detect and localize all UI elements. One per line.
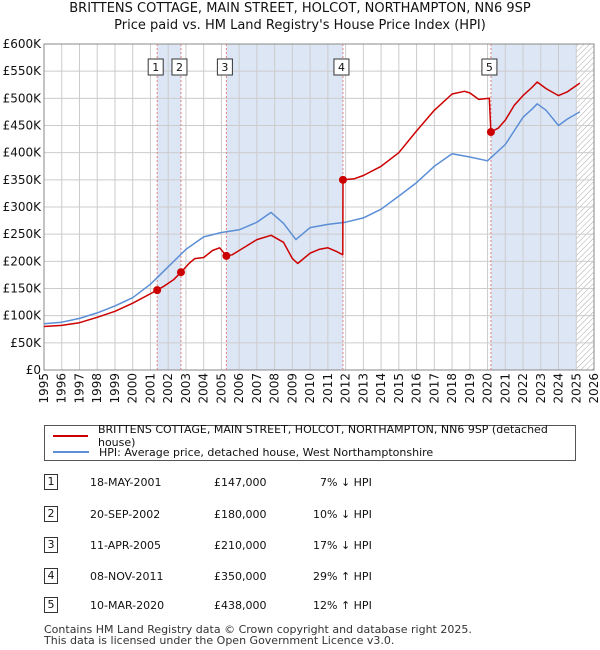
y-tick-label: £50K — [10, 336, 42, 350]
transaction-hpi-delta: 7% ↓ HPI — [320, 476, 372, 489]
x-tick-label: 2014 — [374, 373, 388, 404]
sale-number-box — [216, 58, 233, 76]
x-tick-label: 2007 — [250, 373, 264, 404]
x-tick-label: 2015 — [392, 373, 406, 404]
x-tick-label: 2008 — [268, 373, 282, 404]
x-tick-label: 2026 — [587, 373, 600, 404]
transaction-number: 4 — [44, 568, 58, 584]
sale-number-box — [333, 58, 350, 76]
sale-number-label: 2 — [176, 61, 183, 74]
transaction-price: £438,000 — [214, 599, 267, 612]
x-tick-label: 2022 — [516, 373, 530, 404]
transaction-date: 11-APR-2005 — [90, 539, 162, 552]
x-tick-label: 2003 — [179, 373, 193, 404]
y-tick-label: £600K — [3, 37, 43, 51]
y-tick-label: £0 — [26, 363, 41, 377]
y-tick-label: £550K — [3, 64, 43, 78]
transaction-hpi-delta: 17% ↓ HPI — [313, 539, 372, 552]
y-tick-label: £500K — [3, 91, 43, 105]
sale-point — [153, 286, 162, 295]
x-tick-label: 2018 — [445, 373, 459, 404]
transaction-price: £180,000 — [214, 508, 267, 521]
x-tick-label: 2021 — [498, 373, 512, 404]
x-tick-label: 2025 — [569, 373, 583, 404]
sale-number-label: 1 — [152, 61, 159, 74]
x-tick-label: 2020 — [481, 373, 495, 404]
legend-hpi-swatch — [53, 451, 89, 453]
plot-frame — [43, 43, 595, 371]
sale-number-label: 5 — [486, 61, 493, 74]
x-tick-label: 2002 — [161, 373, 175, 404]
transaction-date: 20-SEP-2002 — [90, 508, 161, 521]
transaction-price: £147,000 — [214, 476, 267, 489]
x-tick-label: 2006 — [232, 373, 246, 404]
legend: BRITTENS COTTAGE, MAIN STREET, HOLCOT, N… — [44, 423, 576, 461]
x-tick-label: 2011 — [321, 373, 335, 404]
legend-hpi: HPI: Average price, detached house, West… — [53, 444, 433, 460]
transaction-price: £350,000 — [214, 570, 267, 583]
chart-title-line1: BRITTENS COTTAGE, MAIN STREET, HOLCOT, N… — [69, 1, 531, 16]
transaction-hpi-delta: 10% ↓ HPI — [313, 508, 372, 521]
transaction-hpi-delta: 29% ↑ HPI — [313, 570, 372, 583]
sale-point — [486, 128, 495, 137]
chart-title-line2: Price paid vs. HM Land Registry's House … — [114, 18, 486, 33]
legend-property-swatch — [53, 435, 88, 437]
sale-point — [176, 268, 185, 277]
transaction-hpi-delta: 12% ↑ HPI — [313, 599, 372, 612]
x-tick-label: 2016 — [410, 373, 424, 404]
legend-hpi-label: HPI: Average price, detached house, West… — [99, 445, 434, 459]
x-tick-label: 2023 — [534, 373, 548, 404]
y-tick-label: £200K — [3, 254, 43, 268]
x-tick-label: 2009 — [285, 373, 299, 404]
x-tick-label: 2004 — [197, 373, 211, 404]
y-tick-label: £300K — [3, 200, 43, 214]
x-tick-label: 2010 — [303, 373, 317, 404]
x-tick-label: 2001 — [143, 373, 157, 404]
transaction-number: 1 — [44, 474, 58, 490]
transaction-date: 08-NOV-2011 — [90, 570, 164, 583]
x-tick-label: 2019 — [463, 373, 477, 404]
sale-number-box — [171, 58, 188, 76]
x-tick-label: 1996 — [55, 373, 69, 404]
price-chart: £0 £50K £100K £150K £200K £250K £300K £350K £400… — [3, 37, 600, 404]
property-price-line — [43, 81, 581, 328]
transaction-number: 5 — [44, 597, 58, 613]
hpi-line — [43, 103, 581, 325]
footer-copyright: Contains HM Land Registry data © Crown c… — [44, 623, 472, 636]
y-tick-label: £250K — [3, 227, 43, 241]
x-tick-label: 2000 — [126, 373, 140, 404]
x-tick-label: 1998 — [90, 373, 104, 404]
transaction-price: £210,000 — [214, 539, 267, 552]
transaction-number: 2 — [44, 506, 58, 522]
y-tick-label: £100K — [3, 309, 43, 323]
x-tick-label: 1997 — [72, 373, 86, 404]
footer-licence: This data is licensed under the Open Gov… — [44, 634, 395, 647]
sale-number-label: 4 — [338, 61, 345, 74]
sale-number-box — [147, 58, 164, 76]
y-tick-label: £150K — [3, 282, 43, 296]
sale-number-label: 3 — [221, 61, 228, 74]
sale-number-box — [481, 58, 498, 76]
transaction-date: 10-MAR-2020 — [90, 599, 165, 612]
legend-property-label: BRITTENS COTTAGE, MAIN STREET, HOLCOT, N… — [97, 423, 548, 449]
x-tick-label: 2012 — [339, 373, 353, 404]
sale-point — [338, 175, 347, 184]
y-tick-label: £350K — [3, 173, 43, 187]
x-tick-label: 2013 — [356, 373, 370, 404]
x-tick-label: 2005 — [214, 373, 228, 404]
y-tick-label: £450K — [3, 119, 43, 133]
x-tick-label: 2024 — [552, 373, 566, 404]
x-tick-label: 1999 — [108, 373, 122, 404]
transaction-number: 3 — [44, 537, 58, 553]
x-tick-label: 1995 — [37, 373, 51, 404]
transaction-date: 18-MAY-2001 — [90, 476, 162, 489]
legend-property: BRITTENS COTTAGE, MAIN STREET, HOLCOT, N… — [53, 423, 575, 449]
y-tick-label: £400K — [3, 146, 43, 160]
sale-point — [222, 251, 231, 260]
x-tick-label: 2017 — [427, 373, 441, 404]
